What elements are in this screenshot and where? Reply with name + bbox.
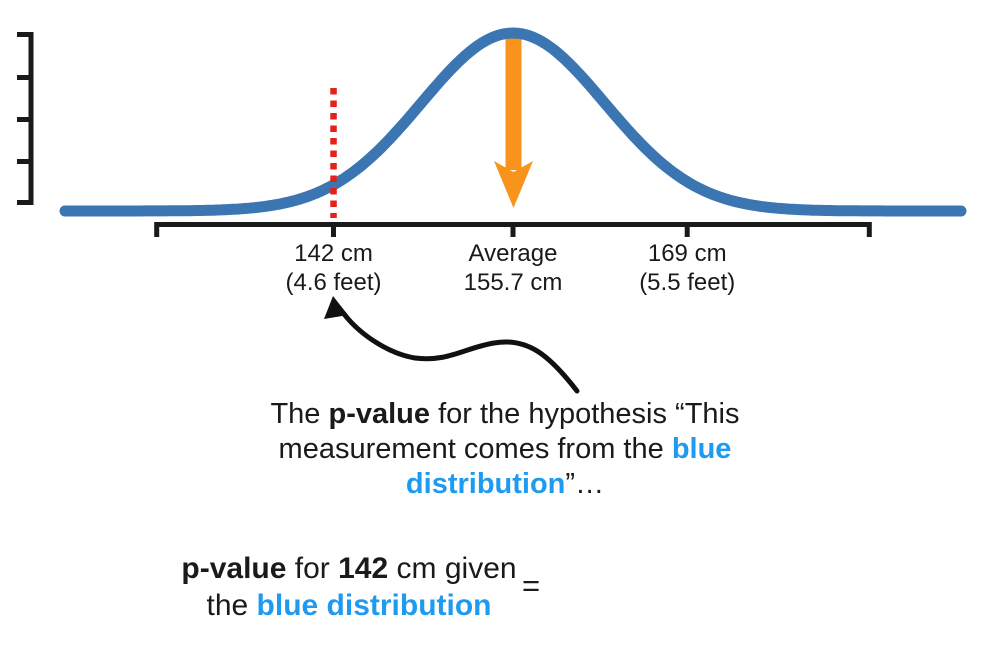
tick-label-169cm: 169 cm (5.5 feet) [577,240,797,297]
equation-line-1: p-value for 142 cm given [181,552,517,585]
blue-distribution-bold: blue distribution [256,588,492,622]
caption-line-2: measurement comes from the blue [278,433,732,465]
p-value-bold: p-value [181,552,287,585]
caption-line-3: distribution”… [405,468,605,500]
arrowhead-icon [324,296,348,319]
p-value-bold: p-value [328,398,431,430]
tick-label-line: (5.5 feet) [639,268,736,296]
curved-annotation-arrow [324,296,580,394]
tick-label-line: 142 cm [294,240,373,267]
p-value-equation: p-value for 142 cm given the blue distri… [149,551,549,624]
tick-label-line: Average [468,240,558,267]
tick-label-142cm: 142 cm (4.6 feet) [224,240,444,297]
equation-line-2: the blue distribution [206,588,492,622]
blue-word: blue [671,433,732,465]
equals-sign: = [522,568,541,603]
distribution-word: distribution [405,468,566,500]
tick-label-average: Average 155.7 cm [403,240,623,297]
mean-arrow-down-icon [494,30,533,208]
tick-label-line: 169 cm [647,240,727,267]
y-axis [17,32,34,205]
x-axis [154,222,872,237]
p-value-caption: The p-value for the hypothesis “This mea… [205,397,805,502]
value-142-bold: 142 [338,552,389,585]
tick-label-line: (4.6 feet) [285,268,382,296]
distribution-curve [59,27,967,217]
caption-line-1: The p-value for the hypothesis “This [270,398,740,430]
tick-label-line: 155.7 cm [463,268,563,296]
